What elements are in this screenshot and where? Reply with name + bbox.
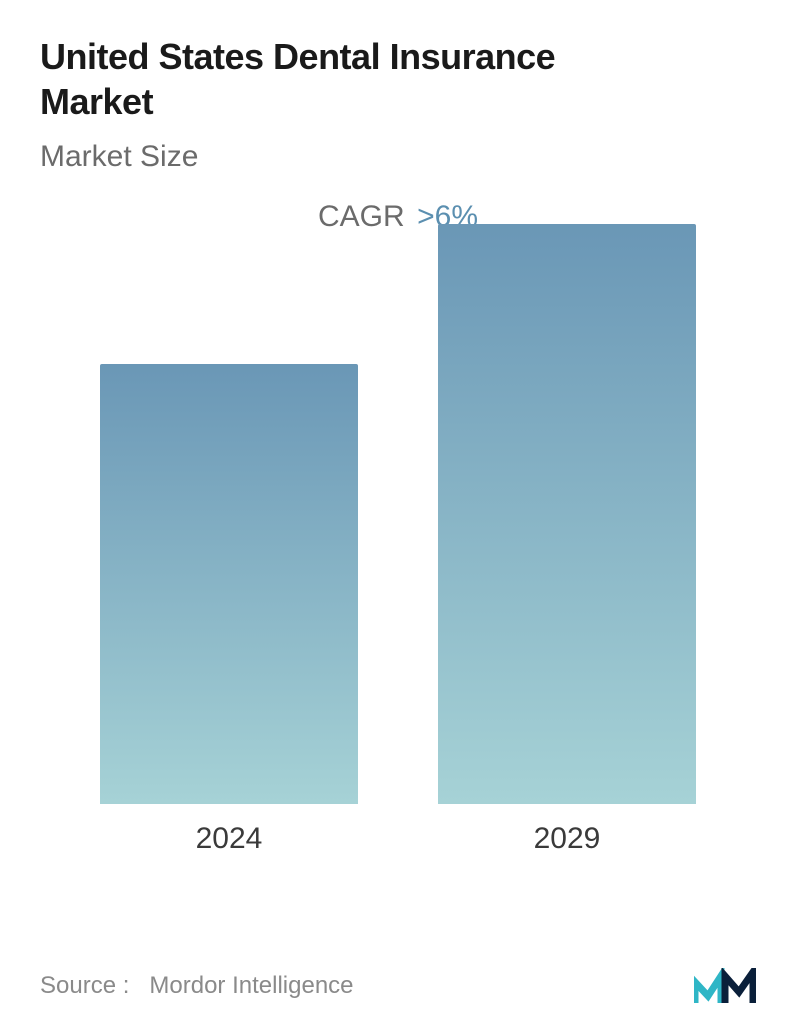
bar-0 — [100, 364, 358, 804]
bars-wrap: 2024 2029 — [40, 276, 756, 856]
bar-chart: 2024 2029 — [40, 276, 756, 856]
bar-label-0: 2024 — [196, 822, 263, 856]
brand-logo-icon — [694, 968, 756, 1004]
footer: Source : Mordor Intelligence — [40, 968, 756, 1004]
chart-card: United States Dental Insurance Market Ma… — [0, 0, 796, 1034]
logo-svg — [694, 968, 756, 1004]
title-line-2: Market — [40, 81, 153, 122]
chart-subtitle: Market Size — [40, 140, 756, 174]
bar-1 — [438, 224, 696, 804]
source-text: Source : Mordor Intelligence — [40, 972, 354, 1000]
source-name: Mordor Intelligence — [149, 972, 353, 999]
bar-col-0: 2024 — [100, 364, 358, 856]
bar-label-1: 2029 — [534, 822, 601, 856]
title-line-1: United States Dental Insurance — [40, 36, 555, 77]
logo-path-right — [725, 972, 753, 1003]
source-label: Source : — [40, 972, 129, 999]
cagr-label: CAGR — [318, 200, 405, 233]
bar-col-1: 2029 — [438, 224, 696, 856]
logo-path-left — [695, 976, 721, 1003]
chart-title: United States Dental Insurance Market — [40, 34, 756, 124]
